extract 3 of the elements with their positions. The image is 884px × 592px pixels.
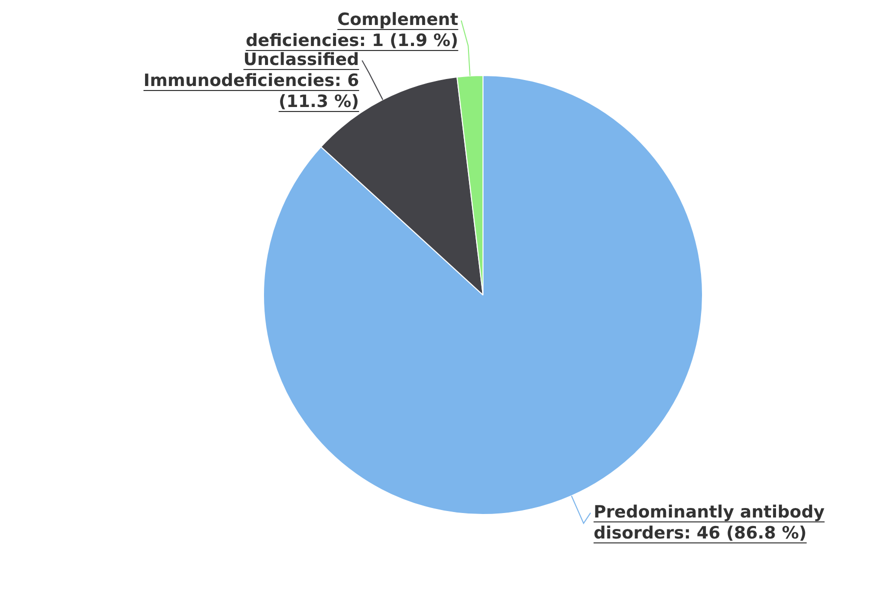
legend-label: Unclassified Immunodeficiencies: 6 (11.3 %) <box>143 50 360 112</box>
slice-label: Predominantly antibody disorders: 46 (86.8 %) <box>594 502 825 544</box>
slice-label: Complement deficiencies: 1 (1.9 %) <box>246 10 458 51</box>
